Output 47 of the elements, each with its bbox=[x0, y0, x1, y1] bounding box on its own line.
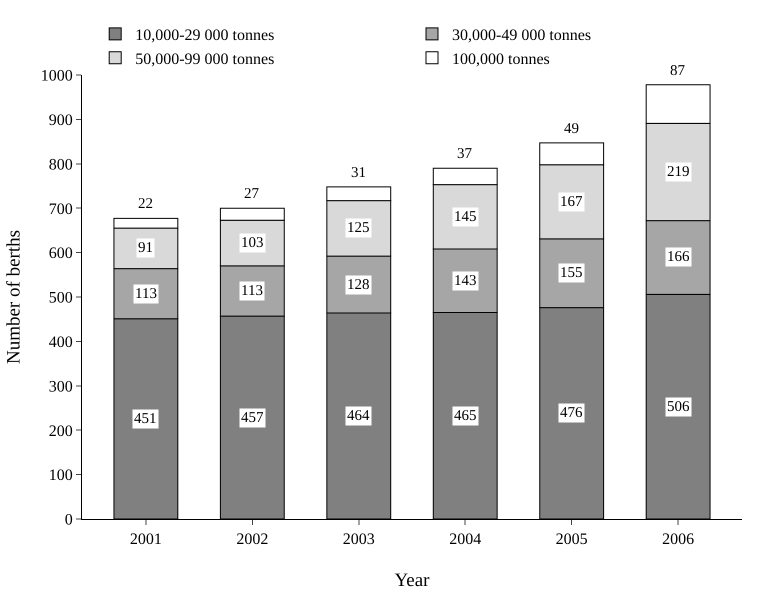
data-label: 145 bbox=[454, 209, 476, 225]
y-tick-label: 700 bbox=[48, 200, 73, 218]
legend-label: 10,000-29 000 tonnes bbox=[135, 27, 274, 44]
y-tick-label: 300 bbox=[48, 378, 73, 396]
data-label: 113 bbox=[135, 286, 157, 302]
x-tick-label: 2004 bbox=[449, 531, 482, 548]
data-label: 155 bbox=[560, 265, 582, 281]
data-label: 143 bbox=[454, 273, 476, 289]
data-label: 27 bbox=[244, 186, 260, 202]
data-label: 476 bbox=[560, 405, 583, 421]
data-label: 166 bbox=[667, 249, 690, 265]
data-label: 87 bbox=[670, 63, 686, 79]
legend-label: 50,000-99 000 tonnes bbox=[135, 50, 274, 68]
data-label: 103 bbox=[241, 235, 264, 251]
data-label: 49 bbox=[564, 121, 579, 137]
data-label: 31 bbox=[351, 165, 366, 181]
x-axis-title: Year bbox=[394, 570, 430, 591]
data-label: 219 bbox=[667, 164, 690, 180]
data-label: 464 bbox=[347, 408, 370, 424]
data-label: 167 bbox=[560, 194, 583, 210]
y-tick-label: 900 bbox=[48, 112, 73, 129]
x-tick-label: 2002 bbox=[236, 531, 268, 548]
x-tick-label: 2006 bbox=[662, 531, 694, 548]
y-tick-label: 200 bbox=[48, 422, 73, 440]
data-label: 113 bbox=[241, 283, 263, 299]
y-tick-label: 500 bbox=[48, 290, 73, 307]
data-label: 457 bbox=[241, 410, 264, 426]
y-tick-label: 400 bbox=[48, 334, 73, 351]
y-axis-title: Number of berths bbox=[4, 230, 25, 364]
data-label: 506 bbox=[667, 399, 690, 415]
y-tick-label: 1000 bbox=[40, 68, 73, 85]
data-label: 125 bbox=[347, 220, 370, 236]
y-tick-label: 800 bbox=[48, 156, 73, 174]
data-label: 91 bbox=[138, 240, 153, 256]
data-label: 22 bbox=[138, 196, 153, 212]
x-tick-label: 2003 bbox=[342, 531, 375, 548]
y-tick-label: 600 bbox=[48, 245, 73, 262]
data-label: 465 bbox=[454, 408, 476, 424]
x-tick-label: 2001 bbox=[130, 531, 162, 548]
legend-label: 100,000 tonnes bbox=[452, 50, 550, 68]
y-tick-label: 0 bbox=[64, 512, 73, 529]
data-label: 451 bbox=[134, 411, 156, 427]
y-tick-label: 100 bbox=[48, 467, 73, 484]
legend-label: 30,000-49 000 tonnes bbox=[452, 27, 592, 44]
x-tick-label: 2005 bbox=[556, 531, 588, 548]
data-label: 37 bbox=[457, 146, 472, 162]
data-label: 128 bbox=[347, 277, 370, 293]
